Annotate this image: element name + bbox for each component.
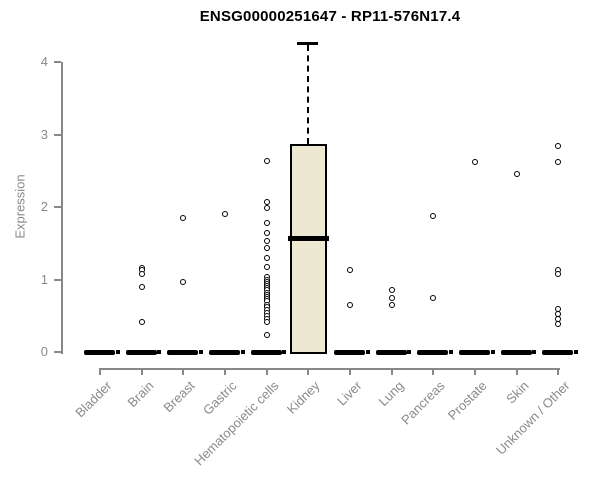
outlier-point <box>263 158 270 165</box>
zero-bar-notch <box>240 350 245 354</box>
zero-bar-notch <box>532 350 537 354</box>
outlier-point <box>138 271 145 278</box>
zero-bar <box>84 349 115 355</box>
y-tick-label: 3 <box>40 126 48 142</box>
outlier-point <box>263 205 270 212</box>
x-tick <box>140 368 143 375</box>
outlier-point <box>347 301 353 308</box>
x-tick <box>182 368 185 375</box>
y-tick <box>54 61 61 63</box>
y-tick <box>54 278 61 281</box>
zero-bar <box>542 349 574 355</box>
zero-bar-notch <box>198 350 203 354</box>
outlier-point <box>180 214 187 221</box>
outlier-point <box>555 159 562 166</box>
zero-bar-notch <box>282 350 287 354</box>
x-tick <box>307 368 310 375</box>
whisker-cap <box>297 42 319 46</box>
outlier-point <box>347 267 353 274</box>
outlier-point <box>138 319 145 326</box>
outlier-point <box>138 283 145 290</box>
zero-bar <box>167 349 199 355</box>
upper-whisker <box>306 45 309 144</box>
zero-bar <box>209 349 240 355</box>
box <box>289 143 327 354</box>
outlier-point <box>263 245 270 252</box>
outlier-point <box>180 278 187 285</box>
zero-bar <box>417 349 449 355</box>
outlier-point <box>222 211 228 218</box>
outlier-point <box>555 320 562 327</box>
zero-bar-notch <box>157 350 162 354</box>
x-category-label: Unknown / Other <box>493 378 573 458</box>
zero-bar <box>500 349 532 355</box>
outlier-point <box>388 287 395 294</box>
zero-bar-notch <box>407 350 412 354</box>
outlier-point <box>555 271 562 278</box>
outlier-point <box>513 171 520 178</box>
zero-bar <box>375 349 407 355</box>
outlier-point <box>263 219 270 226</box>
outlier-point <box>263 264 270 271</box>
zero-bar <box>250 349 282 355</box>
outlier-point <box>555 143 562 150</box>
x-axis-line <box>99 368 561 370</box>
zero-bar <box>125 349 157 355</box>
outlier-point <box>430 295 437 302</box>
x-tick <box>515 368 518 375</box>
y-axis-line <box>61 62 63 354</box>
y-tick <box>54 206 61 208</box>
x-tick <box>474 368 476 375</box>
y-tick-label: 4 <box>40 54 48 69</box>
zero-bar-notch <box>448 350 453 354</box>
outlier-point <box>388 301 395 308</box>
y-tick-label: 2 <box>40 199 48 214</box>
x-tick <box>224 368 226 375</box>
plot-title: ENSG00000251647 - RP11-576N17.4 <box>199 8 461 25</box>
outlier-point <box>472 159 478 166</box>
zero-bar <box>459 349 490 355</box>
y-tick <box>54 351 61 353</box>
outlier-point <box>263 198 270 205</box>
x-tick <box>265 368 268 375</box>
zero-bar-notch <box>490 350 495 354</box>
outlier-point <box>263 254 270 261</box>
x-tick <box>390 368 393 375</box>
x-tick <box>557 368 560 375</box>
outlier-point <box>263 238 270 245</box>
x-tick <box>99 368 101 375</box>
outlier-point <box>430 212 437 219</box>
y-tick-label: 0 <box>40 344 48 359</box>
zero-bar-notch <box>573 350 578 354</box>
outlier-point <box>263 332 270 339</box>
y-tick <box>54 133 61 136</box>
outlier-point <box>263 230 270 237</box>
x-tick <box>432 368 435 375</box>
zero-bar-notch <box>365 350 370 354</box>
zero-bar-notch <box>115 350 120 354</box>
outlier-point <box>388 294 395 301</box>
y-tick-label: 1 <box>40 271 48 287</box>
zero-bar <box>334 349 365 355</box>
x-tick <box>349 368 351 375</box>
median-line <box>287 235 329 241</box>
outlier-point <box>263 318 270 325</box>
